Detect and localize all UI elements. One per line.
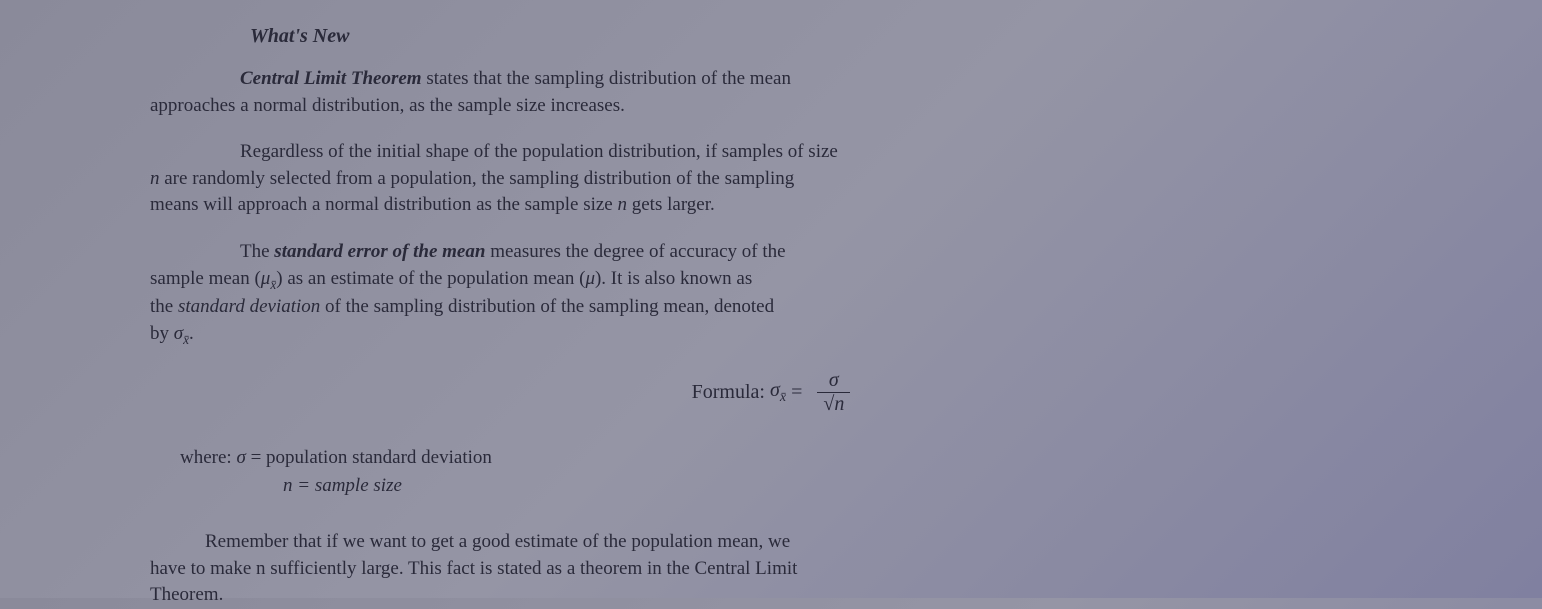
text: Theorem. [150,584,223,605]
formula-standard-error: Formula: σx̄ = σ √n [150,369,1392,416]
text: . [189,323,194,344]
formula-label: Formula: [692,381,765,404]
fraction-denominator: √n [817,393,850,416]
text: The [240,241,274,262]
term-central-limit-theorem: Central Limit Theorem [240,68,422,89]
text: gets larger. [627,194,715,215]
text: states that the sampling distribution of… [422,68,791,89]
text: by [150,323,174,344]
fraction: σ √n [817,369,850,416]
text: the [150,296,178,317]
fraction-numerator: σ [817,369,850,393]
variable-n: n [150,168,160,189]
paragraph-remember: Remember that if we want to get a good e… [150,529,1392,609]
paragraph-sample-size: Regardless of the initial shape of the p… [150,139,1392,219]
paragraph-standard-error: The standard error of the mean measures … [150,239,1392,349]
text: = sample size [293,475,402,496]
term-standard-error: standard error of the mean [274,241,485,262]
symbol-mu: μ [261,268,271,289]
symbol-sigma: σ [770,379,780,401]
text: of the sampling distribution of the samp… [320,296,774,317]
text: = population standard deviation [246,447,492,468]
text: have to make n sufficiently large. This … [150,558,797,579]
text: sample mean ( [150,268,261,289]
symbol-sigma: σ [236,447,245,468]
text: Regardless of the initial shape of the p… [240,141,838,162]
variable-n: n [283,475,293,496]
variable-n: n [618,194,628,215]
paragraph-clt-definition: Central Limit Theorem states that the sa… [150,66,1392,119]
where-definitions: where: σ = population standard deviation… [180,444,1392,501]
where-label: where: [180,447,236,468]
equals-sign: = [791,381,807,403]
text: means will approach a normal distributio… [150,194,618,215]
text: ). It is also known as [595,268,752,289]
term-standard-deviation: standard deviation [178,296,320,317]
text: are randomly selected from a population,… [160,168,795,189]
text: measures the degree of accuracy of the [485,241,785,262]
symbol-xbar-sub: x̄ [780,390,786,405]
symbol-sigma: σ [174,323,183,344]
document-page: What's New Central Limit Theorem states … [150,25,1392,609]
text: ) as an estimate of the population mean … [276,268,585,289]
symbol-mu: μ [585,268,595,289]
text: Remember that if we want to get a good e… [205,531,790,552]
section-heading: What's New [250,25,1392,48]
text: approaches a normal distribution, as the… [150,95,625,116]
